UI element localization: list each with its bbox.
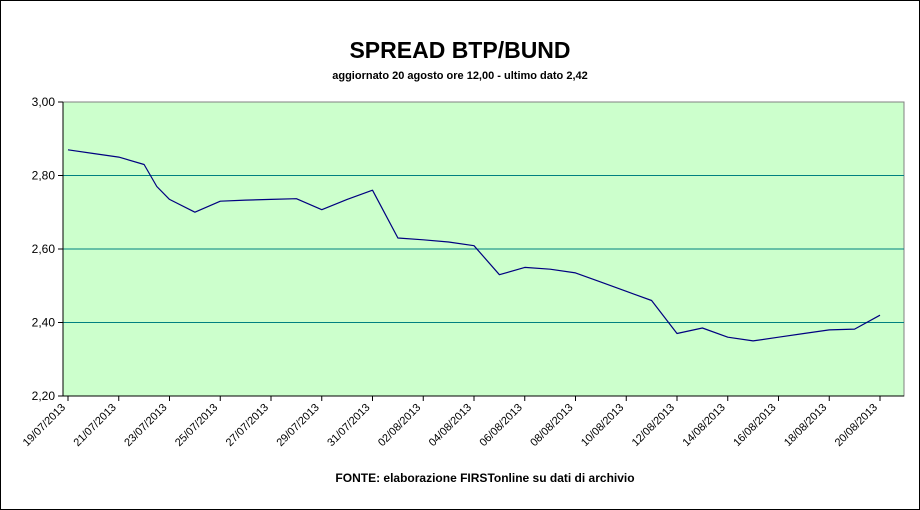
x-tick-label: 04/08/2013 xyxy=(427,402,474,449)
data-point xyxy=(220,200,222,202)
x-tick-label: 27/07/2013 xyxy=(224,402,271,449)
data-point xyxy=(600,281,602,283)
data-point xyxy=(524,267,526,269)
source-note: FONTE: elaborazione FIRSTonline su dati … xyxy=(335,471,634,485)
data-point xyxy=(169,199,171,201)
data-point xyxy=(879,314,881,316)
data-point xyxy=(778,336,780,338)
data-point xyxy=(473,245,475,247)
data-point xyxy=(270,199,272,201)
data-point xyxy=(346,199,348,201)
x-tick-label: 16/08/2013 xyxy=(731,402,778,449)
x-tick-label: 06/08/2013 xyxy=(477,402,524,449)
data-point xyxy=(194,211,196,213)
series-line xyxy=(67,149,881,342)
data-point xyxy=(423,239,425,241)
x-tick-label: 19/07/2013 xyxy=(21,402,68,449)
data-point xyxy=(829,329,831,331)
data-point xyxy=(448,241,450,243)
x-tick-label: 18/08/2013 xyxy=(782,402,829,449)
y-tick-label: 2,40 xyxy=(32,316,56,330)
gridlines xyxy=(63,175,904,323)
data-point xyxy=(727,336,729,338)
data-point xyxy=(372,189,374,191)
data-point xyxy=(549,268,551,270)
data-point xyxy=(702,327,704,329)
x-tick-label: 08/08/2013 xyxy=(528,402,575,449)
y-tick-label: 2,60 xyxy=(32,242,56,256)
data-point xyxy=(651,300,653,302)
x-tick-label: 21/07/2013 xyxy=(71,402,118,449)
data-point xyxy=(499,274,501,276)
x-axis: 19/07/2013 21/07/2013 23/07/2013 25/07/2013… xyxy=(21,395,904,449)
y-tick-label: 3,00 xyxy=(32,95,56,109)
data-point xyxy=(854,328,856,330)
data-point xyxy=(156,186,158,188)
chart-subtitle: aggiornato 20 agosto ore 12,00 - ultimo … xyxy=(332,70,588,82)
data-point xyxy=(575,272,577,274)
x-tick-label: 10/08/2013 xyxy=(579,402,626,449)
data-point xyxy=(143,164,145,166)
data-point xyxy=(93,153,95,155)
y-tick-label: 2,80 xyxy=(32,169,56,183)
y-tick-label: 2,20 xyxy=(32,389,56,403)
data-point xyxy=(321,209,323,211)
x-tick-label: 29/07/2013 xyxy=(274,402,321,449)
x-tick-label: 31/07/2013 xyxy=(325,402,372,449)
data-point xyxy=(676,333,678,335)
chart-title: SPREAD BTP/BUND xyxy=(349,37,570,63)
data-point xyxy=(67,149,69,151)
x-tick-label: 20/08/2013 xyxy=(833,402,880,449)
x-tick-label: 02/08/2013 xyxy=(376,402,423,449)
data-point xyxy=(752,340,754,342)
x-tick-label: 14/08/2013 xyxy=(680,402,727,449)
data-point xyxy=(397,237,399,239)
x-tick-label: 23/07/2013 xyxy=(122,402,169,449)
data-point xyxy=(296,198,298,200)
data-point xyxy=(626,291,628,293)
series-layer xyxy=(67,149,881,342)
data-point xyxy=(118,156,120,158)
y-axis: 2,20 2,40 2,60 2,80 3,00 xyxy=(32,95,64,403)
data-point xyxy=(245,199,247,201)
x-tick-label: 12/08/2013 xyxy=(630,402,677,449)
data-point xyxy=(803,333,805,335)
x-tick-label: 25/07/2013 xyxy=(173,402,220,449)
